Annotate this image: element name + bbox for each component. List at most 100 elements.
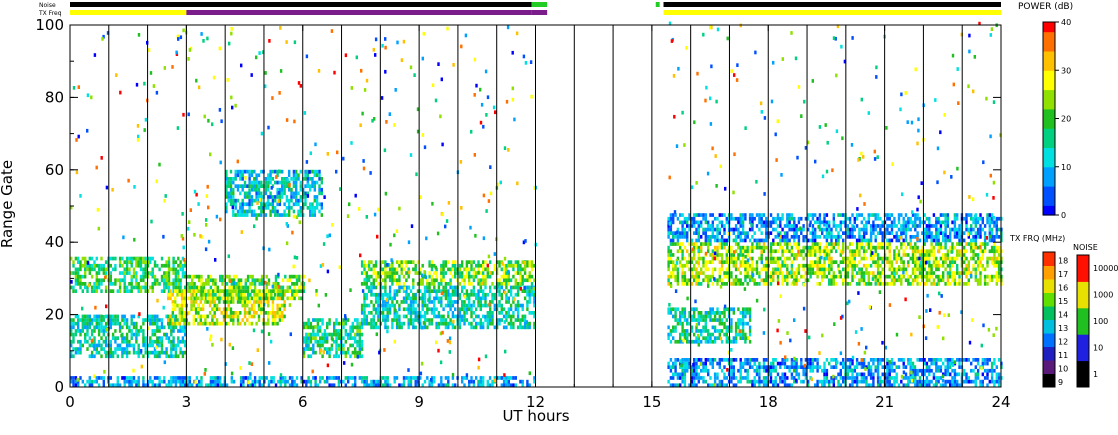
heat-cell bbox=[70, 285, 73, 290]
heat-cell bbox=[229, 184, 233, 188]
heat-cell bbox=[97, 314, 101, 319]
heat-cell bbox=[225, 173, 228, 178]
heat-cell bbox=[77, 271, 80, 275]
heat-cell bbox=[344, 354, 347, 359]
heat-cell bbox=[688, 267, 691, 272]
heat-cell bbox=[319, 343, 322, 348]
heat-cell bbox=[311, 206, 314, 210]
heat-cell bbox=[507, 376, 510, 380]
heat-cell bbox=[458, 274, 462, 279]
heat-cell bbox=[160, 336, 164, 340]
heat-cell bbox=[779, 271, 782, 275]
heat-cell bbox=[914, 227, 917, 232]
heat-cell bbox=[879, 282, 882, 286]
heat-cell bbox=[320, 187, 323, 192]
heat-cell bbox=[956, 213, 959, 217]
heat-cell bbox=[77, 260, 80, 264]
heat-cell bbox=[158, 329, 161, 333]
heat-cell bbox=[990, 227, 994, 232]
heat-cell bbox=[309, 325, 313, 330]
heat-cell bbox=[426, 325, 429, 330]
heat-cell bbox=[930, 274, 933, 279]
heat-cell bbox=[512, 263, 515, 268]
heat-cell bbox=[751, 220, 754, 225]
heat-cell bbox=[319, 350, 322, 355]
heat-cell bbox=[177, 376, 180, 380]
heat-cell bbox=[711, 332, 714, 337]
heat-cell bbox=[197, 296, 200, 301]
heat-cell bbox=[174, 354, 178, 359]
heat-cell bbox=[479, 278, 482, 283]
heat-cell bbox=[367, 311, 371, 315]
heat-cell bbox=[862, 253, 866, 257]
heat-cell bbox=[809, 263, 812, 268]
heat-cell bbox=[398, 282, 401, 286]
heat-cell bbox=[137, 329, 140, 333]
heat-cell bbox=[190, 292, 193, 297]
heat-cell bbox=[669, 311, 673, 315]
heat-cell bbox=[234, 213, 237, 217]
heat-cell bbox=[142, 379, 145, 384]
heat-cell bbox=[274, 289, 278, 293]
heat-cell bbox=[832, 242, 835, 246]
heat-cell bbox=[372, 307, 375, 312]
heat-cell bbox=[111, 318, 115, 322]
heat-cell bbox=[713, 235, 717, 239]
heat-cell bbox=[307, 336, 310, 340]
heat-cell bbox=[741, 256, 745, 261]
heat-cell bbox=[184, 325, 187, 330]
heat-cell bbox=[156, 314, 159, 319]
heat-cell bbox=[72, 336, 75, 340]
heat-cell bbox=[181, 336, 185, 340]
heat-cell bbox=[121, 263, 124, 268]
heat-cell bbox=[402, 289, 406, 293]
heat-cell bbox=[876, 278, 880, 283]
heat-cell bbox=[412, 307, 415, 312]
heat-cell bbox=[109, 256, 112, 261]
heat-cell bbox=[199, 307, 202, 312]
heat-cell bbox=[530, 292, 534, 297]
heat-cell bbox=[683, 256, 687, 261]
heat-cell bbox=[77, 350, 80, 355]
heat-cell bbox=[458, 321, 462, 326]
heat-cell bbox=[320, 177, 323, 181]
heat-cell bbox=[88, 325, 91, 330]
heat-cell bbox=[77, 347, 80, 351]
heat-cell bbox=[212, 376, 215, 380]
heat-cell bbox=[707, 260, 710, 264]
heat-cell bbox=[188, 379, 192, 384]
heat-cell bbox=[192, 300, 195, 304]
heat-cell bbox=[981, 242, 984, 246]
heat-cell bbox=[121, 314, 124, 319]
heat-cell bbox=[200, 289, 203, 293]
heat-cell bbox=[804, 253, 808, 257]
heat-cell bbox=[177, 379, 180, 384]
heat-cell bbox=[818, 235, 822, 239]
heat-cell bbox=[676, 318, 680, 322]
heat-cell bbox=[384, 263, 387, 268]
heat-cell bbox=[299, 180, 302, 185]
heat-cell bbox=[156, 325, 159, 330]
heat-cell bbox=[744, 263, 747, 268]
heat-cell bbox=[769, 213, 773, 217]
heat-cell bbox=[232, 213, 235, 217]
heat-cell bbox=[204, 296, 207, 301]
heat-cell bbox=[972, 256, 975, 261]
heat-cell bbox=[765, 231, 768, 235]
heat-cell bbox=[299, 213, 302, 217]
heat-cell bbox=[718, 278, 721, 283]
heat-cell bbox=[255, 213, 258, 217]
heat-cell bbox=[153, 350, 157, 355]
heat-cell bbox=[360, 325, 364, 330]
heat-cell bbox=[180, 296, 184, 301]
heat-cell bbox=[711, 307, 714, 312]
heat-cell bbox=[160, 263, 164, 268]
heat-cell bbox=[100, 278, 103, 283]
heat-cell bbox=[512, 267, 515, 272]
heat-cell bbox=[121, 318, 124, 322]
heat-cell bbox=[786, 271, 789, 275]
heat-cell bbox=[384, 383, 387, 388]
heat-cell bbox=[851, 242, 854, 246]
heat-cell bbox=[842, 260, 845, 264]
heat-cell bbox=[93, 336, 96, 340]
